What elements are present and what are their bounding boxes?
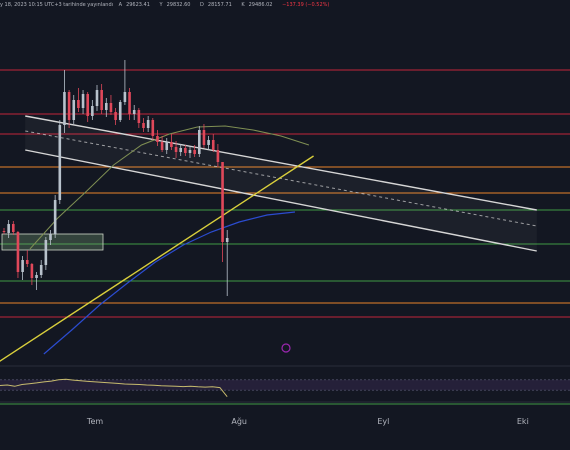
candle-body-3 <box>16 232 20 272</box>
candle-body-29 <box>137 110 141 123</box>
candle-body-25 <box>118 102 122 120</box>
candle-body-34 <box>160 142 164 150</box>
published-text: y 18, 2023 10:15 UTC+3 tarihinde yayınla… <box>0 2 114 8</box>
x-tick-label-2: Eyl <box>377 417 389 426</box>
candle-body-14 <box>67 92 71 120</box>
candle-body-21 <box>100 90 103 110</box>
candle-body-27 <box>128 92 131 114</box>
candle-body-12 <box>58 125 62 200</box>
ohlc-change: −137.39 (−0.52%) <box>282 2 330 8</box>
candle-body-5 <box>25 260 29 264</box>
candle-body-39 <box>184 148 187 153</box>
ohlc-low: D 28157.71 <box>200 2 232 8</box>
candle-body-48 <box>225 238 229 242</box>
rsi-band <box>0 379 570 391</box>
candle-body-4 <box>21 260 24 272</box>
candle-body-24 <box>114 112 117 120</box>
moving-average-short <box>29 125 310 250</box>
candle-body-37 <box>174 147 178 152</box>
candle-body-16 <box>77 100 80 108</box>
candle-body-38 <box>179 148 182 152</box>
channel-line-1 <box>25 149 537 252</box>
candle-body-31 <box>146 120 150 128</box>
candle-body-2 <box>12 224 15 232</box>
ohlc-header: y 18, 2023 10:15 UTC+3 tarihinde yayınla… <box>0 2 333 8</box>
ohlc-close: K 29486.02 <box>241 2 273 8</box>
x-tick-label-0: Tem <box>86 417 103 426</box>
candle-body-11 <box>53 200 57 234</box>
candle-body-19 <box>91 106 94 116</box>
trend-line-0 <box>0 155 314 362</box>
candle-body-33 <box>156 136 159 142</box>
candle-body-42 <box>198 130 201 154</box>
candle-body-35 <box>165 142 169 150</box>
ohlc-high: Y 29832.60 <box>159 2 191 8</box>
candle-body-6 <box>30 264 34 278</box>
channel-line-2 <box>25 130 537 227</box>
candle-body-44 <box>207 140 210 145</box>
candle-body-26 <box>123 92 127 102</box>
candle-body-7 <box>35 275 38 278</box>
candle-body-10 <box>49 234 52 240</box>
candle-body-41 <box>193 150 196 154</box>
candle-body-46 <box>216 150 220 162</box>
x-tick-label-3: Eki <box>517 417 529 426</box>
candle-body-40 <box>188 150 192 153</box>
candle-body-45 <box>211 140 215 150</box>
candle-body-18 <box>86 94 89 116</box>
candle-body-1 <box>7 224 10 233</box>
channel-fill <box>25 116 537 251</box>
candle-body-23 <box>109 103 113 112</box>
candle-body-13 <box>63 92 66 125</box>
candle-body-0 <box>2 231 6 232</box>
channel-line-0 <box>25 115 537 211</box>
event-marker-icon <box>281 343 291 353</box>
candle-body-36 <box>170 142 173 147</box>
candle-body-47 <box>221 162 224 242</box>
ohlc-open: A 29623.41 <box>118 2 150 8</box>
candle-body-15 <box>72 100 76 120</box>
candle-body-22 <box>105 103 108 110</box>
x-tick-label-1: Ağu <box>231 417 247 426</box>
demand-zone <box>1 233 104 251</box>
moving-average-long <box>43 211 296 355</box>
candle-body-43 <box>202 130 206 145</box>
candle-body-30 <box>142 123 145 128</box>
rsi-line <box>0 378 228 398</box>
candle-body-9 <box>44 240 48 265</box>
candle-body-8 <box>39 265 43 275</box>
candle-body-28 <box>132 110 136 114</box>
candle-body-17 <box>81 94 85 108</box>
candle-body-20 <box>95 90 99 106</box>
candle-body-32 <box>151 120 155 136</box>
